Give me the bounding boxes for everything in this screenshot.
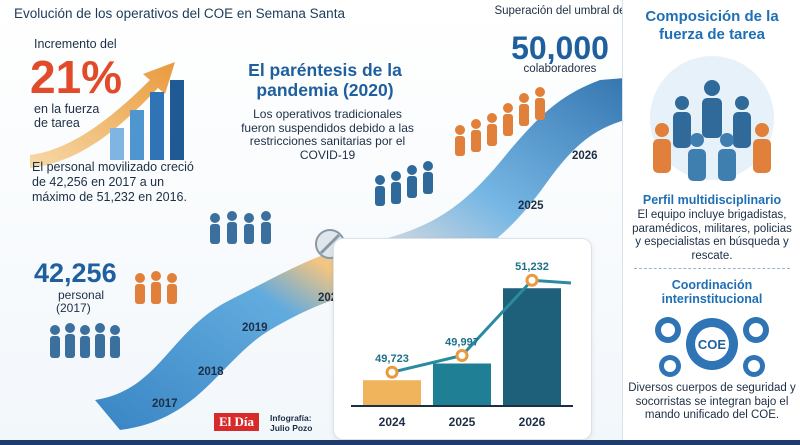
task-force-illustration xyxy=(650,56,774,181)
start-label: personal xyxy=(58,288,105,302)
start-year: (2017) xyxy=(56,301,91,315)
page-subtitle: Evolución de los operativos del COE en S… xyxy=(14,6,345,21)
increase-description: El personal movilizado creció de 42,256 … xyxy=(32,160,194,204)
increase-percent: 21% xyxy=(30,51,123,103)
credit-label: Infografía: xyxy=(270,413,312,423)
bar-2024 xyxy=(363,380,421,406)
year-label-2025: 2025 xyxy=(518,200,544,212)
bottom-rule xyxy=(0,440,800,445)
value-label-2026: 51,232 xyxy=(515,261,549,273)
value-label-2025: 49,997 xyxy=(445,337,479,349)
growth-arrow xyxy=(30,62,175,168)
personnel-group-2018 xyxy=(135,271,177,304)
category-label-2024: 2024 xyxy=(379,415,406,429)
coe-badge: COE xyxy=(698,337,727,352)
profile-title: Perfil multidisciplinario xyxy=(642,193,782,207)
year-label-2017: 2017 xyxy=(152,398,178,410)
profile-text: El equipo incluye brigadistas, paramédic… xyxy=(632,209,792,262)
year-label-2018: 2018 xyxy=(198,366,224,378)
credit-name: Julio Pozo xyxy=(270,423,313,433)
category-label-2025: 2025 xyxy=(449,415,476,429)
milestone-number: 50,000 xyxy=(511,30,609,66)
coordination-text: Diversos cuerpos de seguridad y socorris… xyxy=(628,382,796,421)
credit: Infografía: Julio Pozo xyxy=(270,413,313,433)
bar-chart: 49,723 49,997 51,232 2024 2025 2026 xyxy=(351,261,573,429)
right-panel-title: Composición de la fuerza de tarea xyxy=(645,8,779,43)
value-label-2024: 49,723 xyxy=(375,353,409,365)
bar-2025 xyxy=(433,363,491,406)
growth-bar-4 xyxy=(170,80,184,160)
point-2024 xyxy=(385,365,399,379)
increase-sub: en la fuerza de tarea xyxy=(34,102,100,130)
milestone-unit: colaboradores xyxy=(523,63,597,75)
growth-bar-1 xyxy=(110,128,124,160)
trend-line xyxy=(391,278,572,374)
growth-bar-2 xyxy=(130,110,144,160)
point-2026 xyxy=(525,273,539,287)
prohibited-icon-slash xyxy=(319,233,341,255)
start-number: 42,256 xyxy=(34,258,117,288)
coe-gears-illustration: COE xyxy=(655,317,769,377)
pandemic-text: Los operativos tradicionales fueron susp… xyxy=(241,107,414,162)
growth-bar-3 xyxy=(150,92,164,160)
year-label-2026: 2026 xyxy=(572,150,598,162)
point-2025 xyxy=(455,349,469,363)
category-label-2026: 2026 xyxy=(519,415,546,429)
pandemic-title: El paréntesis de la pandemia (2020) xyxy=(248,60,402,100)
personnel-group-2017 xyxy=(50,323,120,358)
el-dia-logo: El Día xyxy=(214,413,260,431)
increase-label: Incremento del xyxy=(34,37,117,51)
year-label-2019: 2019 xyxy=(242,322,268,334)
personnel-group-2025 xyxy=(455,87,545,156)
personnel-group-2019 xyxy=(210,211,271,244)
coordination-title: Coordinación interinstitucional xyxy=(661,278,763,306)
bar-2026 xyxy=(503,288,561,406)
milestone-label: Superación del umbral de xyxy=(494,5,626,17)
panel-divider xyxy=(634,268,790,269)
personnel-group-2023 xyxy=(375,161,433,206)
